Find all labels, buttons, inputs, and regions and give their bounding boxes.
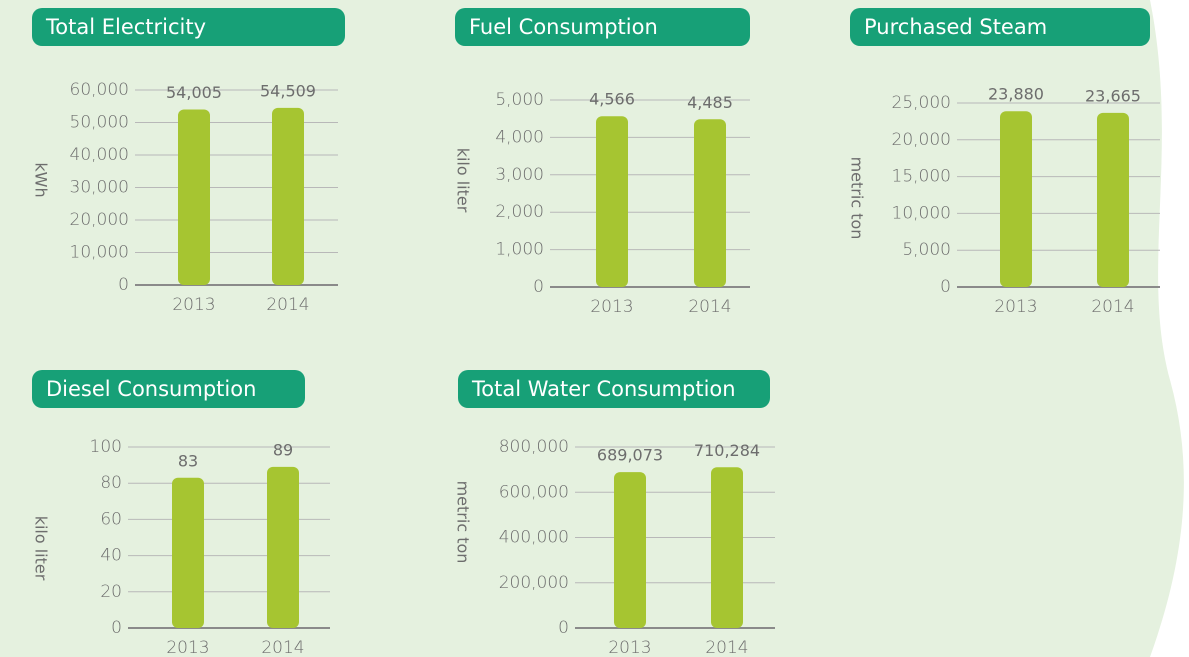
y-axis-label: metric ton bbox=[848, 157, 867, 240]
bar bbox=[1097, 112, 1129, 288]
y-tick-label: 20,000 bbox=[70, 210, 129, 230]
value-label: 4,485 bbox=[687, 93, 733, 112]
y-tick-label: 100 bbox=[90, 437, 122, 457]
bar bbox=[596, 116, 628, 287]
bar bbox=[267, 466, 299, 628]
y-axis-label: kWh bbox=[32, 162, 51, 197]
y-tick-label: 60,000 bbox=[70, 80, 129, 100]
x-tick-label: 2013 bbox=[590, 297, 633, 317]
title-pill bbox=[458, 370, 770, 408]
value-label: 689,073 bbox=[597, 446, 663, 465]
y-tick-label: 15,000 bbox=[892, 167, 951, 187]
y-tick-label: 50,000 bbox=[70, 113, 129, 133]
decor-curve bbox=[1150, 0, 1189, 657]
value-label: 54,005 bbox=[166, 83, 222, 102]
chart-title: Total Electricity bbox=[45, 15, 206, 39]
bar bbox=[694, 119, 726, 287]
y-tick-label: 200,000 bbox=[499, 573, 569, 593]
y-tick-label: 600,000 bbox=[499, 482, 569, 502]
y-tick-label: 40 bbox=[100, 546, 122, 566]
y-tick-label: 10,000 bbox=[70, 243, 129, 263]
value-label: 710,284 bbox=[694, 441, 760, 460]
bar bbox=[1000, 111, 1032, 288]
x-tick-label: 2013 bbox=[608, 638, 651, 657]
y-tick-label: 1,000 bbox=[495, 240, 544, 260]
y-axis-label: metric ton bbox=[454, 481, 473, 564]
y-axis-label: kilo liter bbox=[454, 148, 473, 213]
y-tick-label: 0 bbox=[533, 277, 544, 297]
chart-title: Total Water Consumption bbox=[471, 377, 736, 401]
y-tick-label: 0 bbox=[118, 275, 129, 295]
y-tick-label: 5,000 bbox=[902, 240, 951, 260]
bar bbox=[272, 107, 304, 285]
y-tick-label: 0 bbox=[111, 618, 122, 638]
y-tick-label: 30,000 bbox=[70, 178, 129, 198]
y-tick-label: 0 bbox=[940, 277, 951, 297]
x-tick-label: 2014 bbox=[261, 638, 304, 657]
y-tick-label: 20,000 bbox=[892, 130, 951, 150]
bar bbox=[172, 477, 204, 628]
y-tick-label: 20 bbox=[100, 582, 122, 602]
bar bbox=[711, 467, 743, 628]
value-label: 4,566 bbox=[589, 90, 635, 109]
title-pill bbox=[455, 8, 750, 46]
value-label: 89 bbox=[273, 440, 293, 459]
x-tick-label: 2014 bbox=[266, 295, 309, 315]
chart-title: Purchased Steam bbox=[864, 15, 1047, 39]
x-tick-label: 2014 bbox=[1091, 297, 1134, 317]
y-tick-label: 800,000 bbox=[499, 437, 569, 457]
value-label: 23,880 bbox=[988, 85, 1044, 104]
y-tick-label: 25,000 bbox=[892, 93, 951, 113]
y-tick-label: 80 bbox=[100, 473, 122, 493]
y-tick-label: 40,000 bbox=[70, 145, 129, 165]
y-tick-label: 60 bbox=[100, 509, 122, 529]
value-label: 83 bbox=[178, 451, 198, 470]
chart-title: Diesel Consumption bbox=[46, 377, 256, 401]
bar bbox=[614, 472, 646, 628]
x-tick-label: 2013 bbox=[166, 638, 209, 657]
y-tick-label: 3,000 bbox=[495, 165, 544, 185]
bar bbox=[178, 109, 210, 285]
x-tick-label: 2014 bbox=[688, 297, 731, 317]
x-tick-label: 2014 bbox=[705, 638, 748, 657]
title-pill bbox=[850, 8, 1150, 46]
title-pill bbox=[32, 8, 345, 46]
y-tick-label: 0 bbox=[558, 618, 569, 638]
value-label: 54,509 bbox=[260, 81, 316, 100]
y-tick-label: 2,000 bbox=[495, 202, 544, 222]
x-tick-label: 2013 bbox=[994, 297, 1037, 317]
x-tick-label: 2013 bbox=[172, 295, 215, 315]
y-tick-label: 400,000 bbox=[499, 528, 569, 548]
chart-title: Fuel Consumption bbox=[469, 15, 658, 39]
y-tick-label: 4,000 bbox=[495, 127, 544, 147]
value-label: 23,665 bbox=[1085, 86, 1141, 105]
title-pill bbox=[32, 370, 305, 408]
y-tick-label: 10,000 bbox=[892, 203, 951, 223]
y-axis-label: kilo liter bbox=[32, 516, 51, 581]
y-tick-label: 5,000 bbox=[495, 90, 544, 110]
